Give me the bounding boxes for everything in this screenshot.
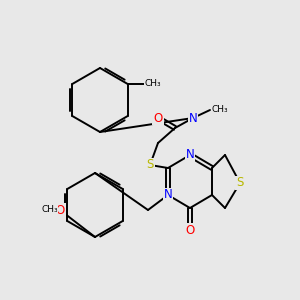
Text: S: S bbox=[146, 158, 154, 172]
Text: N: N bbox=[164, 188, 172, 202]
Text: O: O bbox=[185, 224, 195, 236]
Text: CH₃: CH₃ bbox=[41, 206, 58, 214]
Text: CH₃: CH₃ bbox=[145, 80, 161, 88]
Text: O: O bbox=[153, 112, 163, 124]
Text: O: O bbox=[56, 203, 64, 217]
Text: S: S bbox=[236, 176, 244, 190]
Text: N: N bbox=[189, 112, 197, 124]
Text: CH₃: CH₃ bbox=[212, 106, 229, 115]
Text: N: N bbox=[186, 148, 194, 161]
